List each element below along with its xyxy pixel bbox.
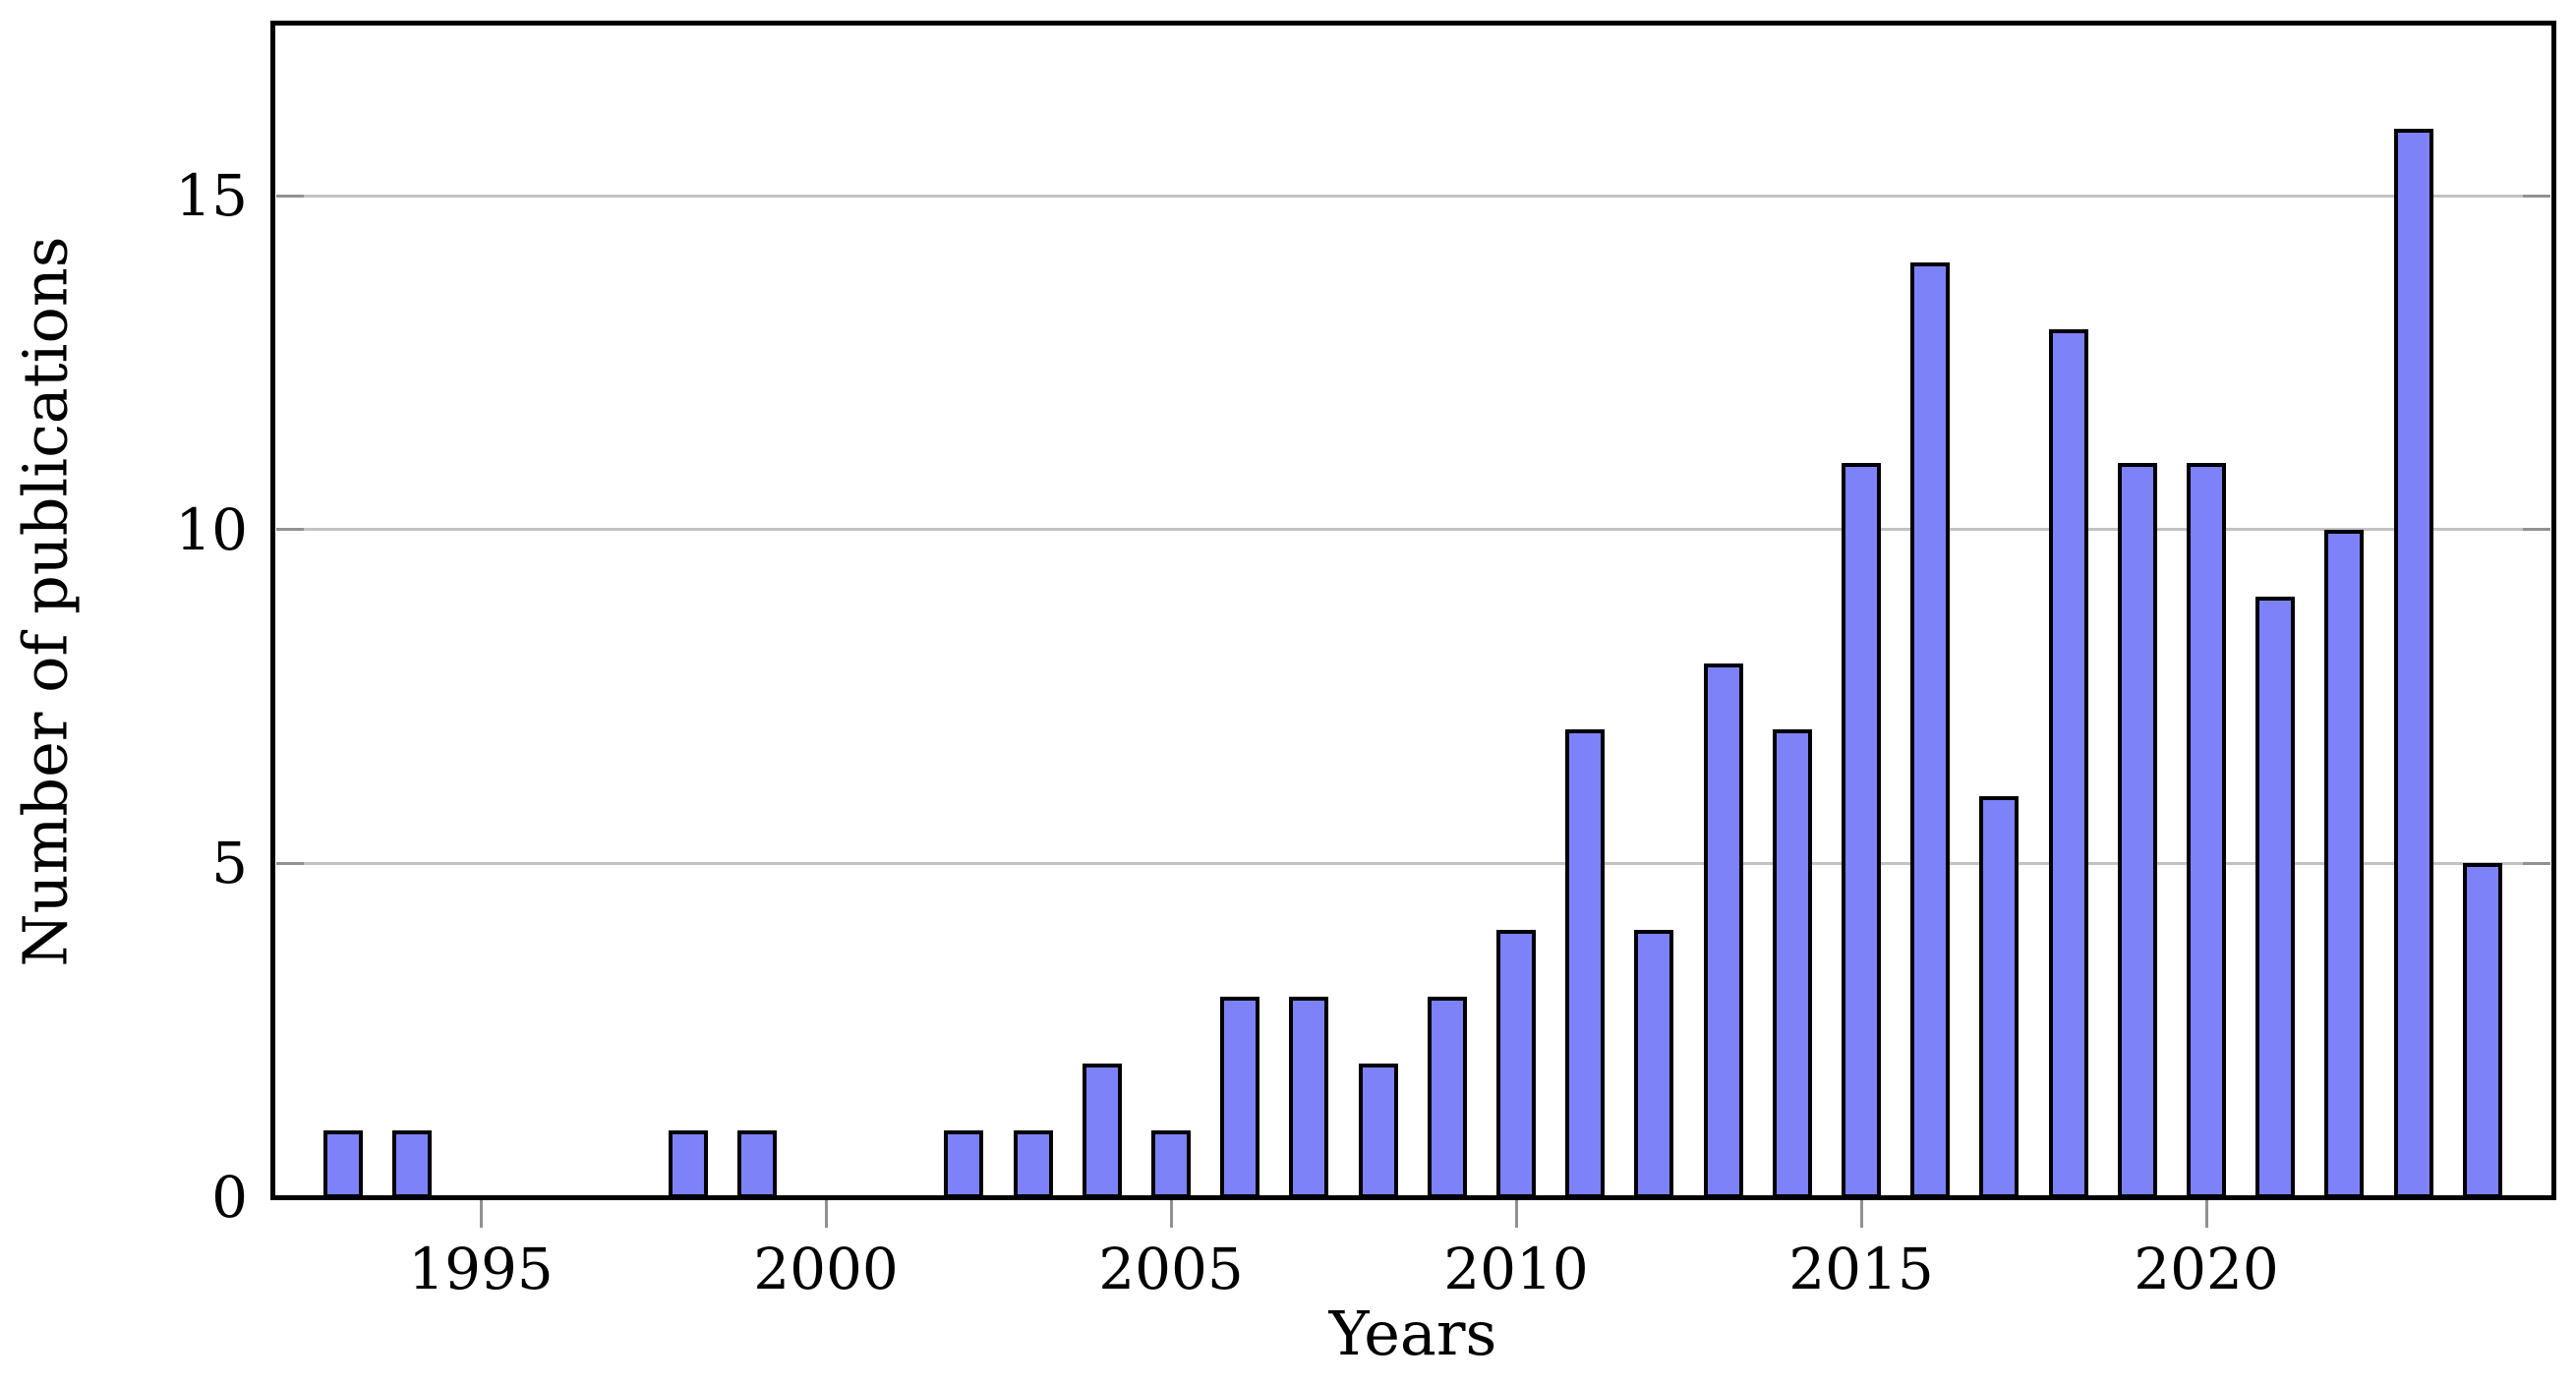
y-axis-title: Number of publications [10,236,82,967]
y-gridline-5 [276,861,2550,865]
publication-bar-2006 [1220,997,1260,1198]
publication-bar-2022 [2324,529,2365,1198]
y-gridline-10 [276,528,2550,532]
x-tick-1995 [479,1200,483,1228]
publication-bar-2024 [2462,863,2502,1198]
publication-bar-2004 [1082,1064,1122,1198]
publication-bar-2005 [1151,1130,1191,1198]
publication-bar-2020 [2187,462,2226,1198]
x-tick-label-2005: 2005 [1098,1236,1244,1302]
publication-bar-2019 [2117,462,2157,1198]
x-axis-title: Years [1328,1298,1497,1369]
y-tick-label-10: 10 [175,495,248,563]
y-tick-10 [2523,528,2550,532]
y-tick-5 [276,861,304,865]
publication-bar-1994 [391,1130,432,1198]
y-tick-label-15: 15 [175,162,248,229]
x-tick-2010 [1514,1200,1518,1228]
x-tick-label-2010: 2010 [1443,1236,1589,1302]
y-tick-15 [276,194,304,198]
publication-bar-2002 [944,1130,984,1198]
publication-bar-1998 [668,1130,708,1198]
publication-bar-2016 [1910,261,1951,1198]
publication-bar-2008 [1358,1064,1398,1198]
publication-bar-2018 [2048,328,2088,1198]
x-tick-label-2000: 2000 [753,1236,899,1302]
y-tick-15 [2523,194,2550,198]
publication-bar-2007 [1289,997,1329,1198]
publication-bar-2015 [1842,462,1881,1198]
y-tick-5 [2523,861,2550,865]
publication-bar-2009 [1427,997,1467,1198]
publication-bar-2003 [1013,1130,1053,1198]
y-tick-label-0: 0 [211,1164,248,1231]
publication-bar-1993 [322,1130,363,1198]
publication-bar-1999 [736,1130,777,1198]
publication-bar-2023 [2393,129,2433,1198]
x-tick-label-2020: 2020 [2134,1236,2279,1302]
publication-bar-2017 [1979,796,2020,1198]
x-tick-2020 [2204,1200,2208,1228]
x-tick-label-2015: 2015 [1788,1236,1934,1302]
publication-bar-2012 [1634,930,1674,1198]
y-tick-10 [276,528,304,532]
x-tick-2005 [1169,1200,1173,1228]
publication-bar-2010 [1496,930,1536,1198]
publication-bar-2014 [1772,729,1812,1198]
plot-area [270,21,2556,1200]
x-tick-2015 [1859,1200,1863,1228]
publication-bar-2013 [1703,663,1743,1198]
y-gridline-15 [276,194,2550,198]
publication-bar-2021 [2255,596,2296,1198]
publication-bar-2011 [1565,729,1606,1198]
x-tick-label-1995: 1995 [408,1236,554,1302]
x-tick-2000 [824,1200,828,1228]
y-tick-label-5: 5 [211,830,248,897]
